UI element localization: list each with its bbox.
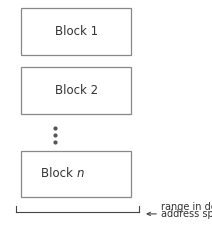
Text: Block: Block (41, 167, 76, 180)
Text: range in device's: range in device's (161, 201, 212, 212)
Text: Block 1: Block 1 (55, 25, 98, 38)
Text: Block 2: Block 2 (55, 84, 98, 97)
Text: n: n (76, 167, 84, 180)
Text: address space: address space (161, 209, 212, 219)
Bar (21, 8, 131, 55)
Bar (21, 67, 131, 114)
Bar (21, 151, 131, 197)
